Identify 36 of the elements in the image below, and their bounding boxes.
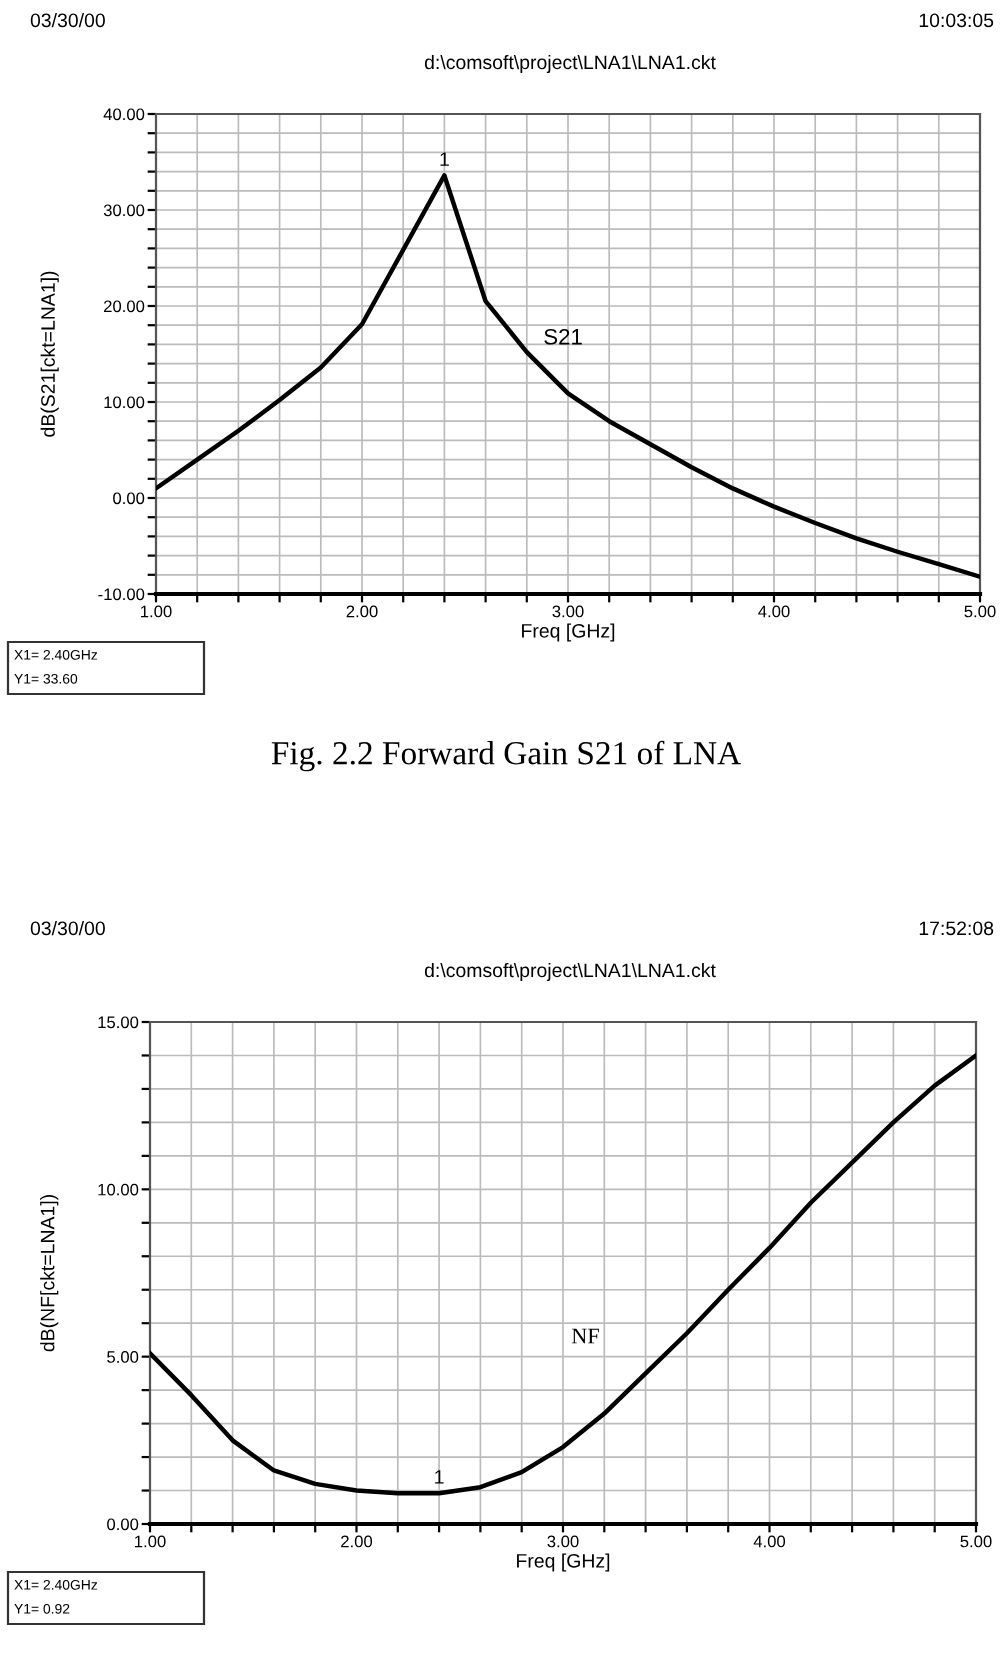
y-tick-label: 20.00	[104, 300, 145, 313]
text: 17:52:08	[919, 921, 994, 936]
y-tick-label: 5.00	[107, 1351, 139, 1363]
text: d:\comsoft\project\LNA1\LNA1.ckt	[424, 54, 716, 74]
x-tick-label: 3.00	[552, 605, 584, 618]
x-tick-label: 5.00	[960, 1535, 992, 1548]
x-tick-label: 4.00	[753, 1535, 786, 1548]
y-tick-label: 0.00	[113, 492, 145, 505]
annotation: 1	[435, 1470, 444, 1484]
x-tick-label: 2.00	[341, 1535, 373, 1548]
x-tick-label: 3.00	[547, 1535, 579, 1548]
text: 10:03:05	[919, 13, 994, 28]
text: d:\comsoft\project\LNA1\LNA1.ckt	[424, 962, 716, 982]
text: 03/30/00	[30, 920, 105, 936]
y-tick-label: 0.00	[107, 1518, 139, 1531]
y-axis-title: dB(S21[ckt=LNA1])	[40, 271, 59, 437]
text: NF	[571, 1328, 599, 1344]
x-tick-label: 1.00	[135, 1535, 166, 1548]
y-tick-label: 15.00	[98, 1016, 139, 1029]
y-tick-label: 30.00	[103, 204, 145, 217]
x-axis-title: Freq [GHz]	[522, 623, 615, 642]
line-series	[156, 173, 980, 579]
x-tick-label: 2.00	[346, 605, 378, 618]
y-axis-title: dB(NF[ckt=LNA1])	[40, 1195, 59, 1352]
series-label: S21	[544, 328, 582, 345]
x-tick-label: 1.00	[141, 605, 172, 618]
y-tick-label: 10.00	[104, 396, 145, 409]
text: 03/30/00	[30, 12, 105, 28]
y-tick-label: -10.00	[98, 588, 145, 601]
y-tick-label: 40.00	[103, 108, 145, 121]
x-tick-label: 5.00	[964, 605, 996, 618]
x-tick-label: 4.00	[758, 605, 790, 618]
caption: Fig. 2.2 Forward Gain S21 of LNA	[271, 740, 741, 772]
y-tick-label: 10.00	[98, 1183, 139, 1196]
x-axis-title: Freq [GHz]	[517, 1553, 610, 1572]
annotation: 1	[440, 152, 449, 166]
